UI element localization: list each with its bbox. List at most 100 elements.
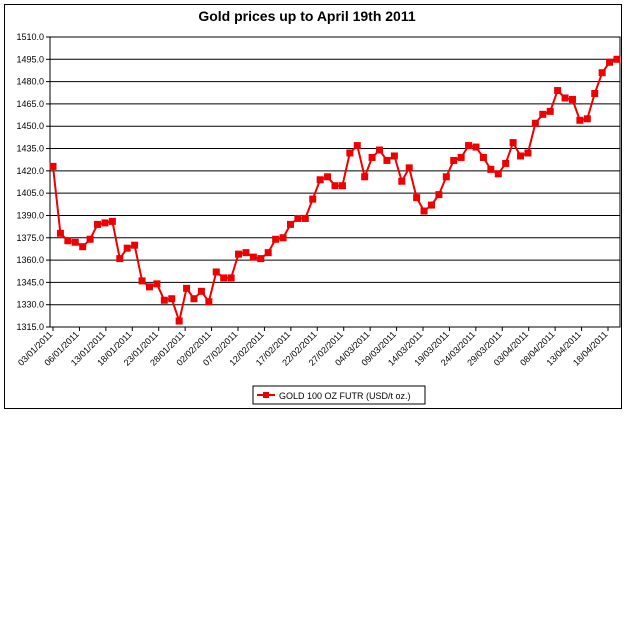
data-point <box>79 243 87 251</box>
data-point <box>145 283 153 291</box>
x-axis: 03/01/201106/01/201113/01/201118/01/2011… <box>16 327 609 368</box>
legend: GOLD 100 OZ FUTR (USD/t oz.) <box>252 385 426 405</box>
data-point <box>383 156 391 164</box>
data-point <box>131 241 139 249</box>
y-tick-label: 1420.0 <box>16 166 44 176</box>
chart-title: Gold prices up to April 19th 2011 <box>198 8 416 24</box>
data-point <box>598 69 606 77</box>
data-point <box>227 274 235 282</box>
data-point <box>301 214 309 222</box>
data-point <box>138 277 146 285</box>
y-tick-label: 1510.0 <box>16 32 44 42</box>
data-point <box>279 234 287 242</box>
data-point <box>591 90 599 98</box>
data-point <box>338 182 346 190</box>
data-point <box>56 229 64 237</box>
data-point <box>479 153 487 161</box>
data-point <box>235 250 243 258</box>
y-tick-label: 1345.0 <box>16 277 44 287</box>
data-point <box>568 95 576 103</box>
data-point <box>249 253 257 261</box>
data-point <box>361 173 369 181</box>
legend-label: GOLD 100 OZ FUTR (USD/t oz.) <box>279 391 411 401</box>
plot-area <box>49 36 621 328</box>
data-point <box>465 142 473 150</box>
chart-frame <box>4 4 622 409</box>
y-axis: 1510.0 1495.0 1480.0 1465.0 1450.0 1435.0 1420… <box>16 32 50 332</box>
y-tick-label: 1435.0 <box>16 144 44 154</box>
data-point <box>108 217 116 225</box>
data-point <box>264 249 272 257</box>
y-tick-label: 1405.0 <box>16 188 44 198</box>
data-point <box>502 159 510 167</box>
data-point <box>390 152 398 160</box>
data-point <box>546 107 554 115</box>
y-tick-label: 1465.0 <box>16 99 44 109</box>
data-point <box>472 143 480 151</box>
y-tick-label: 1315.0 <box>16 322 44 332</box>
data-point <box>606 58 614 66</box>
y-tick-label: 1480.0 <box>16 77 44 87</box>
data-point <box>427 201 435 209</box>
data-point <box>494 170 502 178</box>
data-point <box>123 244 131 252</box>
data-point <box>531 119 539 127</box>
data-point <box>205 298 213 306</box>
data-point <box>576 116 584 124</box>
data-point <box>286 220 294 228</box>
y-tick-label: 1375.0 <box>16 233 44 243</box>
data-point <box>346 149 354 157</box>
data-point <box>175 317 183 325</box>
data-point <box>487 165 495 173</box>
data-point <box>331 182 339 190</box>
legend-box <box>252 385 426 405</box>
data-point <box>272 235 280 243</box>
series-gold <box>49 55 621 325</box>
data-point <box>524 149 532 157</box>
data-point <box>405 164 413 172</box>
data-point <box>442 173 450 181</box>
data-point <box>368 153 376 161</box>
data-point <box>554 87 562 95</box>
data-point <box>116 255 124 263</box>
data-point <box>376 146 384 154</box>
data-point <box>49 162 57 170</box>
data-point <box>71 238 79 246</box>
data-point <box>190 295 198 303</box>
data-point <box>324 173 332 181</box>
y-tick-label: 1360.0 <box>16 255 44 265</box>
data-point <box>168 295 176 303</box>
data-point <box>220 274 228 282</box>
data-point <box>160 296 168 304</box>
data-point <box>539 110 547 118</box>
data-point <box>153 280 161 288</box>
data-point <box>450 156 458 164</box>
gridlines <box>50 36 620 328</box>
series-line <box>52 58 618 325</box>
y-tick-label: 1330.0 <box>16 300 44 310</box>
legend-marker <box>263 392 269 398</box>
data-point <box>435 191 443 199</box>
data-point <box>101 219 109 227</box>
data-point <box>457 153 465 161</box>
data-point <box>509 139 517 147</box>
data-point <box>212 268 220 276</box>
y-tick-label: 1450.0 <box>16 121 44 131</box>
data-point <box>353 142 361 150</box>
data-point <box>294 214 302 222</box>
y-tick-label: 1390.0 <box>16 210 44 220</box>
data-point <box>86 235 94 243</box>
data-point <box>413 194 421 202</box>
data-point <box>242 249 250 257</box>
data-point <box>183 284 191 292</box>
data-point <box>197 287 205 295</box>
y-tick-label: 1495.0 <box>16 54 44 64</box>
data-point <box>583 115 591 123</box>
data-point <box>420 207 428 215</box>
data-point <box>316 176 324 184</box>
data-point <box>613 55 621 63</box>
data-point <box>309 195 317 203</box>
data-point <box>517 152 525 160</box>
data-point <box>561 94 569 102</box>
